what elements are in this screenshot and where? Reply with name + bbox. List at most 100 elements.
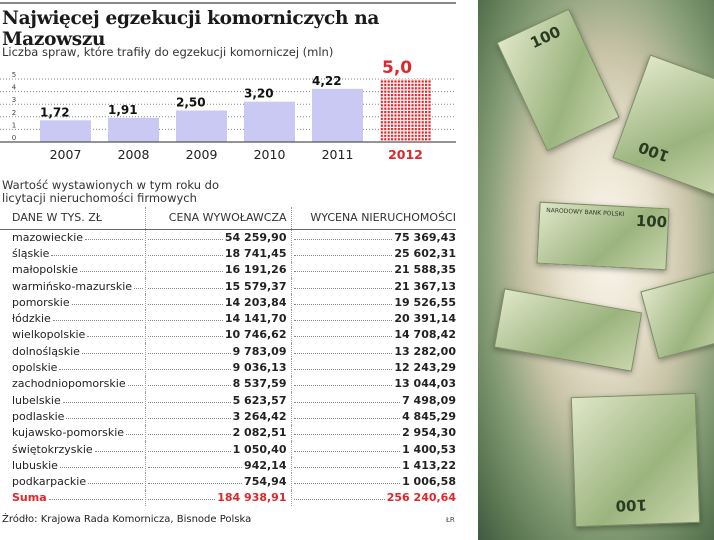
banknote-value: 100 bbox=[615, 495, 648, 515]
chart-subtitle: Liczba spraw, które trafiły do egzekucji… bbox=[2, 45, 334, 59]
starting-price-cell: 14 141,70 bbox=[145, 310, 292, 327]
valuation-cell: 12 243,29 bbox=[291, 359, 456, 375]
table-row: lubelskie 5 623,57 7 498,09 bbox=[0, 391, 456, 409]
x-tick-label: 2012 bbox=[388, 147, 423, 162]
banknote bbox=[640, 270, 714, 360]
y-tick-label: 4 bbox=[12, 84, 17, 92]
bar-2008 bbox=[108, 117, 159, 142]
data-label: 2,50 bbox=[176, 96, 206, 110]
valuation-cell: 13 044,03 bbox=[291, 376, 456, 392]
data-label: 3,20 bbox=[244, 87, 274, 101]
cell-text: 1 006,58 bbox=[402, 475, 456, 489]
valuation-cell: 75 369,43 bbox=[291, 229, 456, 245]
valuation-cell: 1 413,22 bbox=[291, 457, 456, 473]
cell-text: 14 203,84 bbox=[224, 295, 287, 309]
data-label: 1,72 bbox=[40, 105, 70, 119]
cell-text: 14 141,70 bbox=[224, 312, 287, 326]
cell-text: 5 623,57 bbox=[232, 393, 287, 407]
cell-text: 75 369,43 bbox=[394, 230, 456, 244]
starting-price-cell: 9 783,09 bbox=[145, 343, 292, 360]
table-row: śląskie 18 741,45 25 602,31 bbox=[0, 245, 456, 262]
region-cell: łódzkie bbox=[0, 310, 146, 327]
bar-2009 bbox=[176, 110, 227, 142]
x-tick-label: 2010 bbox=[254, 147, 286, 162]
x-tick-label: 2008 bbox=[118, 147, 150, 162]
data-table: DANE W TYS. ZŁ CENA WYWOŁAWCZA WYCENA NI… bbox=[0, 207, 456, 507]
valuation-cell: 20 391,14 bbox=[291, 310, 456, 326]
table-row: świętokrzyskie 1 050,40 1 400,53 bbox=[0, 440, 456, 458]
cell-text: 4 845,29 bbox=[402, 409, 456, 423]
cell-text: 54 259,90 bbox=[224, 230, 287, 244]
region-cell: kujawsko-pomorskie bbox=[0, 424, 146, 441]
cell-text: podkarpackie bbox=[12, 475, 87, 489]
starting-price-cell: 2 082,51 bbox=[145, 424, 292, 441]
cell-text: małopolskie bbox=[12, 263, 79, 277]
data-label: 5,0 bbox=[382, 60, 412, 78]
table-row: zachodniopomorskie 8 537,59 13 044,03 bbox=[0, 375, 456, 392]
valuation-cell: 21 588,35 bbox=[291, 262, 456, 278]
cell-text: lubuskie bbox=[12, 458, 58, 472]
top-rule bbox=[0, 2, 456, 4]
cell-text: 25 602,31 bbox=[394, 246, 456, 260]
table-header: DANE W TYS. ZŁ CENA WYWOŁAWCZA WYCENA NI… bbox=[0, 207, 456, 230]
cell-text: 256 240,64 bbox=[386, 491, 456, 505]
banknotes-photo: 100 100 NARODOWY BANK POLSKI 100 100 bbox=[478, 0, 714, 540]
cell-text: 1 050,40 bbox=[232, 442, 287, 456]
infographic: Najwięcej egzekucji komorniczych na Mazo… bbox=[0, 2, 456, 525]
y-tick-label: 0 bbox=[12, 134, 16, 142]
cell-text: dolnośląskie bbox=[12, 344, 80, 358]
valuation-cell: 2 954,30 bbox=[291, 425, 456, 441]
table-row: mazowieckie 54 259,90 75 369,43 bbox=[0, 229, 456, 246]
banknote-value: 100 bbox=[527, 22, 564, 53]
y-tick-label: 5 bbox=[12, 71, 16, 79]
region-cell: lubuskie bbox=[0, 457, 146, 474]
bar-2012 bbox=[380, 79, 431, 142]
cell-text: 942,14 bbox=[244, 458, 287, 472]
banknote: 100 bbox=[570, 392, 701, 528]
cell-text: 13 282,00 bbox=[394, 344, 456, 358]
cell-text: 13 044,03 bbox=[394, 377, 456, 391]
starting-price-cell: 184 938,91 bbox=[145, 489, 292, 507]
starting-price-cell: 942,14 bbox=[145, 457, 292, 474]
cell-text: 21 367,13 bbox=[394, 279, 456, 293]
starting-price-cell: 1 050,40 bbox=[145, 440, 292, 458]
banknote bbox=[493, 288, 643, 372]
starting-price-cell: 18 741,45 bbox=[145, 245, 292, 262]
cell-text: 18 741,45 bbox=[224, 246, 287, 260]
banknote-value: 100 bbox=[635, 211, 668, 232]
cell-text: 14 708,42 bbox=[394, 328, 456, 342]
cell-text: mazowieckie bbox=[12, 230, 84, 244]
starting-price-cell: 16 191,26 bbox=[145, 261, 292, 278]
y-tick-label: 2 bbox=[12, 109, 16, 117]
region-cell: śląskie bbox=[0, 245, 146, 262]
cell-text: 10 746,62 bbox=[224, 328, 287, 342]
author-credit: ŁR bbox=[446, 516, 455, 524]
table-row: małopolskie 16 191,26 21 588,35 bbox=[0, 261, 456, 278]
region-cell: mazowieckie bbox=[0, 229, 146, 246]
cell-text: 184 938,91 bbox=[217, 491, 287, 505]
table-title: Wartość wystawionych w tym roku do licyt… bbox=[2, 178, 220, 205]
starting-price-cell: 15 579,37 bbox=[145, 277, 292, 295]
table-row: kujawsko-pomorskie 2 082,51 2 954,30 bbox=[0, 424, 456, 441]
table-row: dolnośląskie 9 783,09 13 282,00 bbox=[0, 343, 456, 360]
cell-text: świętokrzyskie bbox=[12, 442, 93, 456]
table-row: lubuskie 942,14 1 413,22 bbox=[0, 457, 456, 474]
starting-price-cell: 754,94 bbox=[145, 473, 292, 490]
x-tick-label: 2011 bbox=[322, 147, 354, 162]
source-note: Źródło: Krajowa Rada Komornicza, Bisnode… bbox=[2, 514, 252, 525]
cell-text: lubelskie bbox=[12, 393, 61, 407]
cell-text: 7 498,09 bbox=[402, 393, 456, 407]
region-cell: zachodniopomorskie bbox=[0, 375, 146, 392]
bar-2010 bbox=[244, 101, 295, 142]
region-cell: wielkopolskie bbox=[0, 326, 146, 344]
cell-text: podlaskie bbox=[12, 409, 65, 423]
region-cell: opolskie bbox=[0, 359, 146, 376]
cell-text: 9 783,09 bbox=[232, 344, 287, 358]
table-row: łódzkie 14 141,70 20 391,14 bbox=[0, 310, 456, 327]
valuation-cell: 19 526,55 bbox=[291, 294, 456, 310]
region-cell: dolnośląskie bbox=[0, 343, 146, 360]
table-row: opolskie 9 036,13 12 243,29 bbox=[0, 359, 456, 376]
cell-text: 3 264,42 bbox=[232, 409, 287, 423]
starting-price-cell: 54 259,90 bbox=[145, 229, 292, 246]
table-row: warmińsko-mazurskie 15 579,37 21 367,13 bbox=[0, 277, 456, 295]
